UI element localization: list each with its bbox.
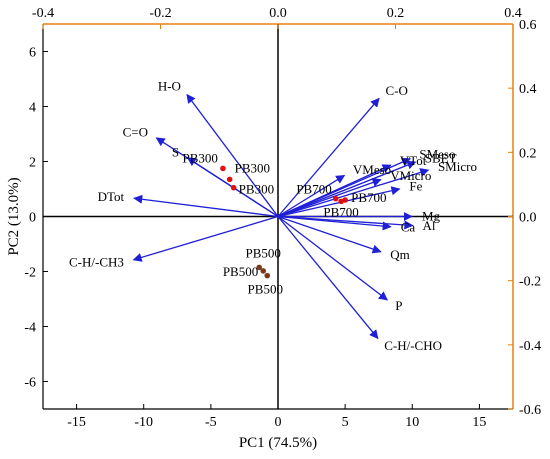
score-label: PB300 [235, 160, 270, 175]
y-tick-label: 4 [29, 101, 36, 116]
loading-label: Ca [401, 220, 416, 235]
y-tick-label: 2 [29, 156, 36, 171]
loading-label: SBET [425, 150, 457, 165]
x-tick-label: -15 [67, 415, 86, 430]
loading-label: S [172, 144, 179, 159]
x-tick-label: 5 [342, 415, 349, 430]
loading-vector [277, 215, 382, 254]
loading-label: Al [423, 218, 436, 233]
loading-label: C-H/-CH3 [69, 255, 124, 270]
loading-label: VMicro [390, 168, 431, 183]
loading-vector [277, 157, 412, 218]
top-tick-label: -0.4 [32, 6, 54, 21]
loading-vector [277, 174, 346, 218]
loading-vector [186, 93, 279, 217]
score-point [264, 272, 271, 279]
x-tick-label: 0 [275, 415, 282, 430]
loading-vector [277, 160, 417, 218]
top-tick-label: 0.2 [387, 6, 405, 21]
loading-label: Mg [422, 209, 441, 224]
loading-vector [133, 194, 279, 218]
y-tick-label: -6 [24, 376, 36, 391]
y-tick-label: -2 [24, 266, 36, 281]
loading-label: DTot [98, 189, 125, 204]
loading-vector [277, 97, 380, 217]
x-tick-label: -10 [134, 415, 153, 430]
right-tick-label: 0.4 [519, 82, 537, 97]
x-tick-label: 15 [472, 415, 486, 430]
x-tick-label: -5 [205, 415, 217, 430]
y-tick-label: 6 [29, 46, 36, 61]
score-label: PB300 [239, 182, 274, 197]
right-tick-label: -0.2 [519, 275, 541, 290]
score-label: PB700 [296, 182, 331, 197]
top-tick-label: -0.2 [149, 6, 171, 21]
score-point [226, 176, 233, 183]
score-point [230, 184, 237, 191]
loading-label: VMeso [353, 162, 391, 177]
top-tick-label: 0.4 [504, 6, 522, 21]
score-point [256, 264, 263, 271]
x-tick-label: 10 [405, 415, 419, 430]
score-label: PB700 [323, 204, 358, 219]
y-axis-title: PC2 (13.0%) [6, 177, 22, 255]
score-label: PB500 [223, 264, 258, 279]
loading-vector [277, 168, 430, 218]
loading-label: Qm [390, 247, 410, 262]
right-tick-label: 0.0 [519, 211, 537, 226]
top-tick-label: 0.0 [269, 6, 287, 21]
y-tick-label: -4 [24, 321, 36, 336]
score-point [332, 195, 339, 202]
loading-vector [277, 215, 388, 301]
loading-label: P [395, 298, 402, 313]
loading-label: C-O [386, 83, 408, 98]
loading-label: C=O [123, 124, 148, 139]
loading-vector [277, 215, 414, 230]
score-point [338, 198, 344, 205]
loading-label: SMeso [419, 147, 455, 162]
loading-label: H-O [158, 79, 181, 94]
x-axis-title: PC1 (74.5%) [239, 435, 317, 451]
right-tick-label: 0.6 [519, 18, 537, 33]
loading-vector [132, 215, 279, 262]
score-point [260, 268, 267, 274]
y-tick-label: 0 [29, 211, 36, 226]
loading-vector [277, 216, 379, 340]
right-tick-label: -0.4 [519, 339, 541, 354]
loading-label: Fe [409, 179, 422, 194]
score-label: PB700 [351, 190, 386, 205]
loading-label: VTot [400, 153, 427, 168]
loading-vector [277, 178, 382, 218]
score-point [220, 165, 226, 172]
score-label: PB300 [183, 150, 218, 165]
loading-label: SMicro [438, 159, 477, 174]
right-tick-label: -0.6 [519, 403, 541, 418]
right-tick-label: 0.2 [519, 146, 537, 161]
score-label: PB500 [248, 282, 283, 297]
score-label: PB500 [245, 245, 280, 260]
loading-label: C-H/-CHO [384, 338, 442, 353]
